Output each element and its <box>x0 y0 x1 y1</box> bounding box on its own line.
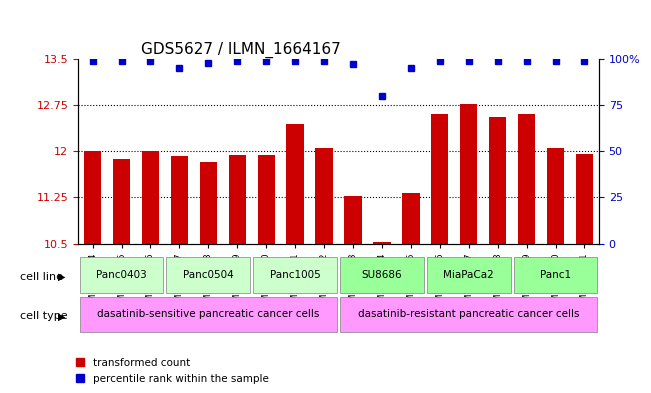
Text: Panc0403: Panc0403 <box>96 270 147 280</box>
Bar <box>286 124 304 244</box>
Bar <box>142 151 159 244</box>
Bar <box>200 162 217 244</box>
Text: MiaPaCa2: MiaPaCa2 <box>443 270 494 280</box>
Bar <box>258 155 275 244</box>
FancyBboxPatch shape <box>427 257 510 293</box>
Bar <box>575 154 593 244</box>
FancyBboxPatch shape <box>79 297 337 332</box>
Text: Panc1: Panc1 <box>540 270 571 280</box>
Text: GDS5627 / ILMN_1664167: GDS5627 / ILMN_1664167 <box>141 41 340 58</box>
Text: Panc0504: Panc0504 <box>183 270 234 280</box>
Bar <box>431 114 449 244</box>
Bar <box>113 159 130 244</box>
Bar <box>315 148 333 244</box>
Bar <box>344 196 362 244</box>
Bar <box>518 114 535 244</box>
Text: dasatinib-resistant pancreatic cancer cells: dasatinib-resistant pancreatic cancer ce… <box>358 309 579 320</box>
Text: cell line: cell line <box>20 272 62 282</box>
FancyBboxPatch shape <box>340 297 598 332</box>
Text: cell type: cell type <box>20 311 67 321</box>
Bar <box>547 148 564 244</box>
FancyBboxPatch shape <box>167 257 250 293</box>
Text: dasatinib-sensitive pancreatic cancer cells: dasatinib-sensitive pancreatic cancer ce… <box>97 309 320 320</box>
FancyBboxPatch shape <box>79 257 163 293</box>
FancyBboxPatch shape <box>340 257 424 293</box>
Text: Panc1005: Panc1005 <box>270 270 320 280</box>
Bar <box>84 151 102 244</box>
Legend: transformed count, percentile rank within the sample: transformed count, percentile rank withi… <box>70 354 273 388</box>
Text: ▶: ▶ <box>58 272 66 282</box>
Text: SU8686: SU8686 <box>361 270 402 280</box>
Bar <box>402 193 419 244</box>
FancyBboxPatch shape <box>253 257 337 293</box>
Bar <box>171 156 188 244</box>
Text: ▶: ▶ <box>58 311 66 321</box>
Bar <box>373 242 391 244</box>
FancyBboxPatch shape <box>514 257 598 293</box>
Bar <box>229 155 246 244</box>
Bar <box>460 104 477 244</box>
Bar <box>489 117 506 244</box>
